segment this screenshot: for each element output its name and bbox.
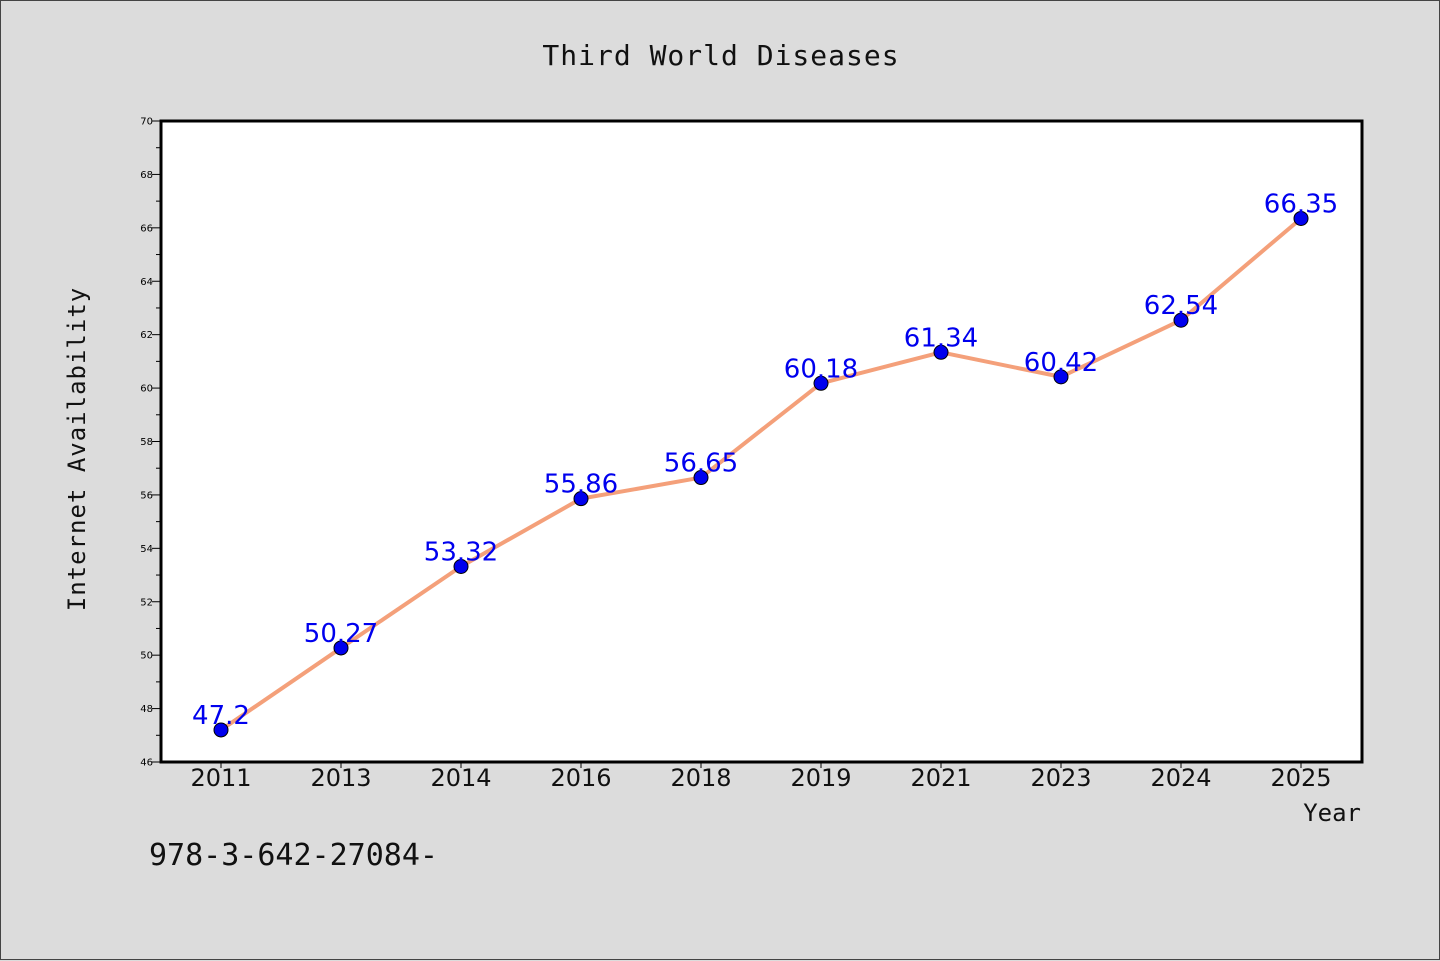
data-label: 50.27 xyxy=(304,619,378,649)
y-axis-label: Internet Availability xyxy=(63,287,91,611)
chart-title: Third World Diseases xyxy=(542,39,899,72)
y-tick-label: 70 xyxy=(140,117,153,128)
x-tick-label: 2023 xyxy=(1030,764,1091,792)
x-tick-label: 2014 xyxy=(430,764,491,792)
y-tick-label: 48 xyxy=(140,704,153,715)
y-tick-label: 46 xyxy=(140,758,153,769)
data-point xyxy=(1293,210,1309,226)
x-tick-label: 2021 xyxy=(910,764,971,792)
y-tick-label: 54 xyxy=(140,544,153,555)
series-layer xyxy=(213,210,1309,738)
data-point xyxy=(213,722,229,738)
data-labels: 47.2 50.27 53.32 55.86 56.65 60.18 61.34 60.42 6… xyxy=(192,189,1338,730)
y-tick-label: 66 xyxy=(140,223,153,234)
x-tick-label: 2024 xyxy=(1150,764,1211,792)
y-tick-label: 56 xyxy=(140,490,153,501)
data-point xyxy=(1053,369,1069,385)
y-tick-label: 64 xyxy=(140,277,153,288)
x-axis-label: Year xyxy=(1303,799,1361,827)
y-tick-label: 62 xyxy=(140,330,153,341)
data-point xyxy=(1173,312,1189,328)
data-label: 56.65 xyxy=(664,449,738,479)
data-label: 66.35 xyxy=(1264,189,1338,219)
footer-code: 978-3-642-27084- xyxy=(149,838,438,873)
data-label: 53.32 xyxy=(424,537,498,567)
x-axis: 2011 2013 2014 2016 2018 2019 2021 2023 2024 2025 xyxy=(190,762,1332,792)
data-label: 61.34 xyxy=(904,323,978,353)
data-label: 55.86 xyxy=(544,470,618,500)
y-tick-label: 52 xyxy=(140,597,153,608)
data-point xyxy=(573,491,589,507)
series-line xyxy=(219,216,1303,732)
x-tick-label: 2018 xyxy=(670,764,731,792)
data-label: 62.54 xyxy=(1144,291,1218,321)
data-point xyxy=(813,375,829,391)
data-label: 60.42 xyxy=(1024,348,1098,378)
y-tick-label: 68 xyxy=(140,170,153,181)
x-tick-label: 2013 xyxy=(310,764,371,792)
y-tick-label: 60 xyxy=(140,384,153,395)
data-point xyxy=(453,558,469,574)
x-tick-label: 2025 xyxy=(1270,764,1331,792)
y-tick-label: 50 xyxy=(140,651,153,662)
x-tick-label: 2019 xyxy=(790,764,851,792)
data-point xyxy=(933,344,949,360)
data-label: 60.18 xyxy=(784,354,858,384)
data-point xyxy=(333,640,349,656)
plot-area xyxy=(159,119,1364,764)
data-point xyxy=(693,470,709,486)
y-tick-label: 58 xyxy=(140,437,153,448)
data-label: 47.2 xyxy=(192,701,250,731)
y-axis: 46 48 50 52 54 56 58 60 62 64 66 68 70 xyxy=(140,117,161,769)
x-tick-label: 2011 xyxy=(190,764,251,792)
x-tick-label: 2016 xyxy=(550,764,611,792)
